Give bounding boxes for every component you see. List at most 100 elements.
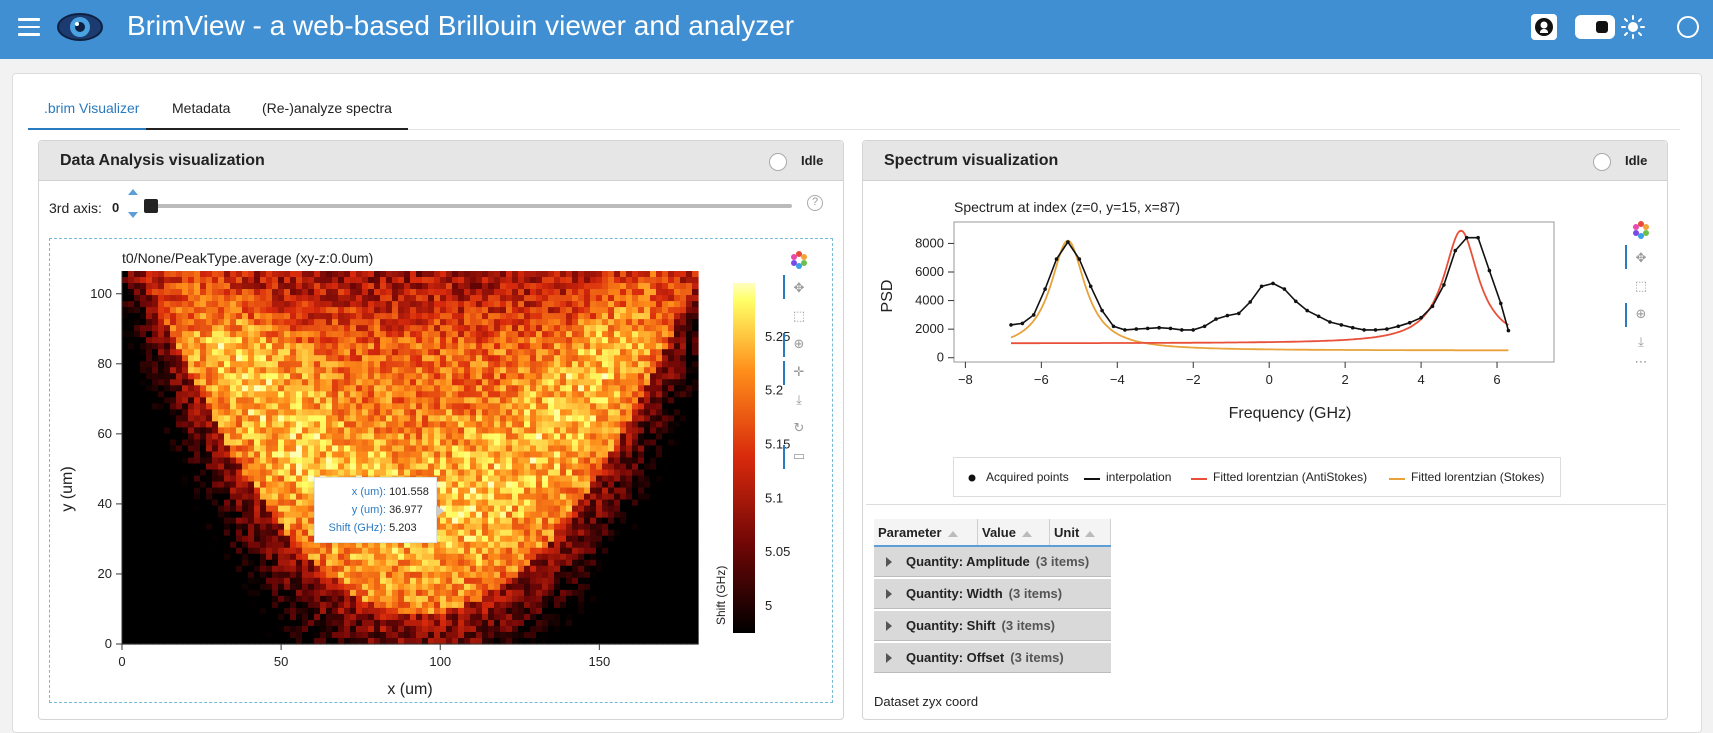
colorbar-tick-label: 5.05 [765, 544, 790, 559]
acquired-point [1271, 282, 1275, 286]
spectrum-ytick-label: 6000 [915, 264, 944, 279]
wheel-zoom-icon[interactable]: ⊕ [786, 333, 812, 355]
acquired-point [1112, 325, 1116, 329]
tooltip-pointer [436, 505, 444, 517]
acquired-point [1351, 326, 1355, 330]
circle-icon[interactable] [1677, 16, 1699, 38]
column-header-parameter[interactable]: Parameter [874, 519, 978, 545]
github-icon[interactable] [1531, 14, 1557, 40]
acquired-point [1021, 322, 1025, 326]
spectrum-title: Spectrum at index (z=0, y=15, x=87) [954, 199, 1180, 215]
heatmap-ylabel: y (um) [59, 466, 76, 511]
menu-icon[interactable] [18, 18, 40, 38]
group-row-offset[interactable]: Quantity: Offset(3 items) [874, 643, 1111, 673]
heatmap-ytick-label: 80 [98, 356, 112, 371]
acquired-point [1374, 328, 1378, 332]
acquired-point [1032, 313, 1036, 317]
tool-active-marker [783, 275, 785, 299]
column-header-unit[interactable]: Unit [1050, 519, 1111, 545]
expand-icon[interactable] [886, 557, 892, 567]
heatmap-plot[interactable]: t0/None/PeakType.average (xy-z:0.0um) y … [50, 239, 834, 704]
third-axis-value[interactable]: 0 [112, 200, 119, 215]
acquired-point [1419, 316, 1423, 320]
group-row-shift[interactable]: Quantity: Shift(3 items) [874, 611, 1111, 641]
acquired-point [1248, 300, 1252, 304]
tab-metadata[interactable]: Metadata [172, 100, 230, 116]
sort-icon[interactable] [1022, 531, 1032, 537]
status-indicator [769, 153, 787, 171]
acquired-point [1317, 315, 1321, 319]
help-icon[interactable]: ? [807, 195, 823, 211]
acquired-point [1135, 327, 1139, 331]
tooltip-value: 5.203 [389, 522, 417, 534]
acquired-point [1055, 257, 1059, 261]
heatmap-xtick-label: 50 [274, 654, 288, 669]
more-icon[interactable]: ⋯ [1628, 351, 1654, 373]
acquired-point [1191, 328, 1195, 332]
pan-icon[interactable]: ✥ [786, 277, 812, 299]
heatmap-xlabel: x (um) [387, 681, 432, 698]
legend-marker-points [966, 472, 978, 484]
spectrum-legend: Acquired points interpolation Fitted lor… [953, 457, 1561, 497]
group-row-amplitude[interactable]: Quantity: Amplitude(3 items) [874, 547, 1111, 577]
acquired-point [1078, 257, 1082, 261]
tooltip-row: x (um): 101.558 [322, 483, 429, 501]
colorbar-label: Shift (GHz) [714, 566, 728, 625]
acquired-point [1305, 309, 1309, 313]
reset-icon[interactable]: ↻ [786, 417, 812, 439]
heatmap-ytick-label: 60 [98, 426, 112, 441]
group-row-width[interactable]: Quantity: Width(3 items) [874, 579, 1111, 609]
legend-marker-stokes [1389, 477, 1405, 481]
acquired-point [1476, 236, 1480, 240]
bokeh-logo-icon[interactable] [1628, 219, 1654, 241]
wheel-zoom-icon[interactable]: ⊕ [1628, 303, 1654, 325]
box-zoom-icon[interactable]: ⬚ [786, 305, 812, 327]
acquired-point [1431, 305, 1435, 309]
sort-icon[interactable] [948, 531, 958, 537]
third-axis-slider-handle[interactable] [144, 199, 158, 213]
tab-reanalyze-spectra[interactable]: (Re-)analyze spectra [262, 100, 392, 116]
active-tab-indicator [28, 128, 146, 130]
acquired-point [1100, 309, 1104, 313]
sun-icon[interactable] [1621, 15, 1645, 39]
acquired-point [1226, 314, 1230, 318]
tool-active-marker [1625, 303, 1627, 327]
tab-brim-visualizer[interactable]: .brim Visualizer [44, 100, 139, 116]
crosshair-icon[interactable]: ✛ [786, 361, 812, 383]
dataset-coord-label: Dataset zyx coord [874, 694, 978, 709]
theme-toggle[interactable] [1575, 15, 1615, 39]
spectrum-xtick-label: −8 [958, 372, 973, 387]
group-count: (3 items) [1002, 618, 1055, 633]
panel-title: Data Analysis visualization [60, 152, 265, 170]
tooltip-row: y (um): 36.977 [322, 501, 429, 519]
third-axis-slider-track[interactable] [150, 204, 792, 208]
acquired-point [1328, 320, 1332, 324]
spectrum-panel-header: Spectrum visualization Idle [863, 141, 1667, 181]
pan-icon[interactable]: ✥ [1628, 247, 1654, 269]
expand-icon[interactable] [886, 621, 892, 631]
heatmap-ytick-label: 0 [105, 636, 112, 651]
third-axis-label: 3rd axis: [49, 200, 102, 216]
expand-icon[interactable] [886, 589, 892, 599]
acquired-point [1442, 283, 1446, 287]
acquired-point [1397, 325, 1401, 329]
save-icon[interactable]: ⤓ [786, 389, 812, 411]
acquired-point [1214, 317, 1218, 321]
spectrum-plot[interactable]: Spectrum at index (z=0, y=15, x=87) −8 −6… [866, 190, 1606, 430]
column-header-value[interactable]: Value [978, 519, 1050, 545]
box-zoom-icon[interactable]: ⬚ [1628, 275, 1654, 297]
hover-icon[interactable]: ▭ [786, 445, 812, 467]
tooltip-value: 101.558 [389, 486, 429, 498]
expand-icon[interactable] [886, 653, 892, 663]
spectrum-xtick-label: −6 [1034, 372, 1049, 387]
app-header: BrimView - a web-based Brillouin viewer … [0, 0, 1713, 59]
sort-icon[interactable] [1085, 531, 1095, 537]
spectrum-xtick-label: 6 [1493, 372, 1500, 387]
colorbar-tick-label: 5 [765, 598, 772, 613]
spin-down-icon[interactable] [128, 212, 138, 218]
save-icon[interactable]: ⤓ [1628, 331, 1654, 353]
legend-marker-interpolation [1084, 477, 1100, 481]
spin-up-icon[interactable] [128, 189, 138, 195]
tooltip-value: 36.977 [389, 504, 423, 516]
bokeh-logo-icon[interactable] [786, 249, 812, 271]
